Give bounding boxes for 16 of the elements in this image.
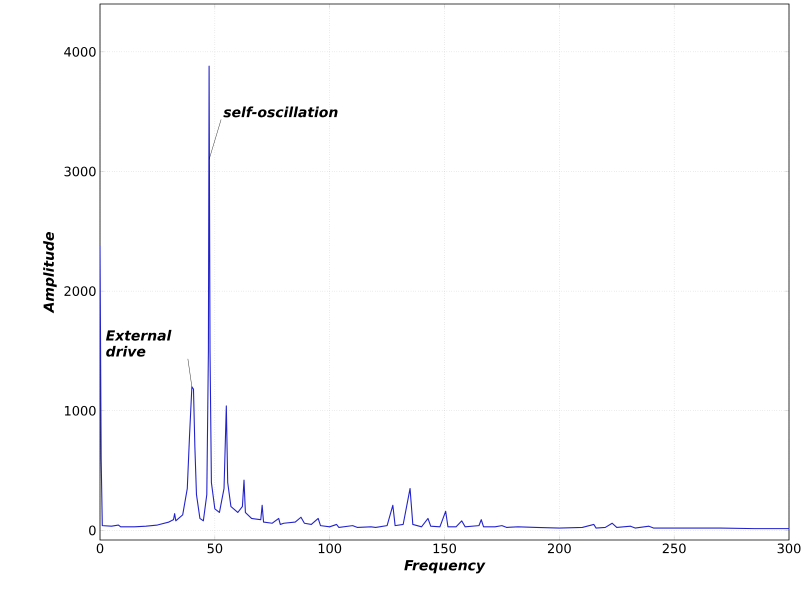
annotation: External drive [106,330,172,357]
x-tick-label: 200 [548,544,571,554]
y-tick-label: 3000 [64,166,96,176]
y-tick-label: 2000 [64,286,96,296]
x-axis-title: Frequency [404,560,486,574]
x-tick-label: 0 [96,544,104,554]
x-tick-label: 300 [778,544,800,554]
x-tick-label: 50 [208,544,222,554]
x-tick-label: 100 [318,544,342,554]
y-axis-title: Amplitude [43,232,57,314]
y-tick-label: 4000 [64,46,96,57]
x-tick-label: 250 [662,544,686,554]
annotation: self-oscillation [223,106,338,118]
y-tick-label: 0 [89,526,96,536]
y-tick-label: 1000 [64,406,96,416]
x-tick-label: 150 [434,544,456,554]
